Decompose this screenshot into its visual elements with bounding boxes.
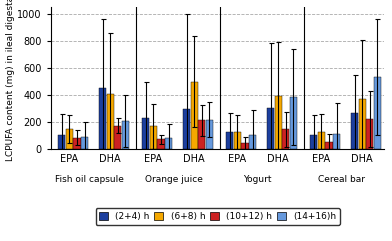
Bar: [142, 118, 149, 149]
Y-axis label: LCPUFA content (mg) in ileal digesta: LCPUFA content (mg) in ileal digesta: [5, 0, 15, 161]
Bar: [241, 143, 249, 149]
Bar: [325, 142, 333, 149]
Text: Fish oil capsule: Fish oil capsule: [55, 175, 124, 184]
Bar: [366, 119, 374, 149]
Bar: [374, 77, 381, 149]
Bar: [73, 138, 80, 149]
Bar: [249, 135, 256, 149]
Bar: [275, 96, 282, 149]
Text: Cereal bar: Cereal bar: [318, 175, 365, 184]
Bar: [267, 108, 274, 149]
Text: Orange juice: Orange juice: [145, 175, 203, 184]
Bar: [310, 134, 318, 149]
Bar: [191, 82, 198, 149]
Bar: [58, 134, 65, 149]
Bar: [282, 129, 289, 149]
Bar: [290, 97, 297, 149]
Bar: [359, 99, 366, 149]
Bar: [333, 134, 340, 149]
Bar: [226, 133, 233, 149]
Text: Yogurt: Yogurt: [243, 175, 272, 184]
Bar: [114, 126, 122, 149]
Bar: [99, 88, 106, 149]
Bar: [165, 138, 172, 149]
Bar: [107, 94, 114, 149]
Bar: [351, 113, 358, 149]
Bar: [150, 126, 157, 149]
Bar: [66, 129, 73, 149]
Legend: (2+4) h, (6+8) h, (10+12) h, (14+16)h: (2+4) h, (6+8) h, (10+12) h, (14+16)h: [96, 208, 339, 225]
Bar: [198, 120, 205, 149]
Bar: [81, 137, 88, 149]
Bar: [234, 133, 241, 149]
Bar: [183, 109, 190, 149]
Bar: [157, 139, 165, 149]
Bar: [206, 120, 213, 149]
Bar: [318, 132, 325, 149]
Bar: [122, 121, 129, 149]
